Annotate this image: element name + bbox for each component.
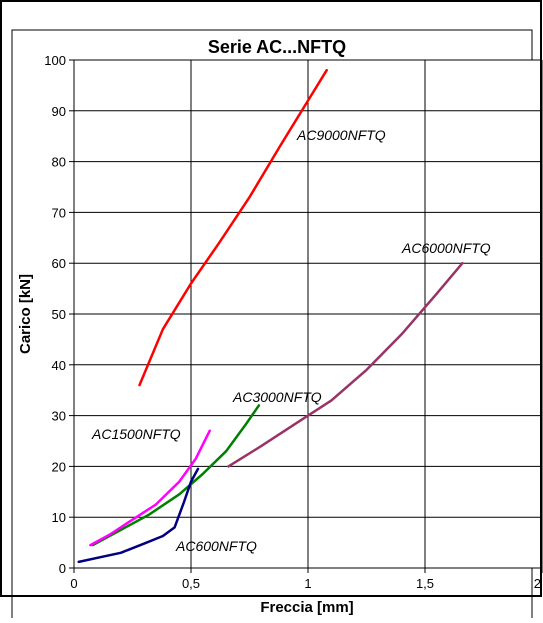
x-tick-label: 1,5: [416, 576, 434, 591]
series-line-ac600nftq: [77, 467, 200, 564]
x-axis-label: Freccia [mm]: [260, 599, 353, 616]
x-tick-label: 2: [534, 576, 541, 591]
y-tick-label: 80: [52, 155, 66, 170]
outer-frame: [0, 0, 542, 597]
label-layer: AC9000NFTQ AC6000NFTQ AC3000NFTQ AC1500NFTQ…: [91, 127, 491, 554]
y-tick-label: 90: [52, 104, 66, 119]
y-tick-label: 100: [44, 53, 66, 68]
series-line-ac1500nftq: [89, 429, 211, 547]
y-tick-label: 20: [52, 459, 66, 474]
x-tick-label: 0: [70, 576, 77, 591]
y-tick-label: 50: [52, 307, 66, 322]
series-line-ac6000nftq: [227, 261, 464, 468]
axis-layer: 0 10 20 30 40 50 60 70 80 90 100 0 0,5 1 1,5 2: [44, 53, 543, 591]
y-tick-label: 30: [52, 409, 66, 424]
series-label-ac6000nftq: AC6000NFTQ: [401, 240, 491, 256]
chart-title: Serie AC...NFTQ: [208, 37, 346, 57]
y-tick-label: 70: [52, 205, 66, 220]
series-line-ac9000nftq: [138, 68, 328, 387]
x-tick-label: 0,5: [182, 576, 200, 591]
x-tick-label: 1: [304, 576, 311, 591]
series-label-ac600nftq: AC600NFTQ: [175, 538, 257, 554]
series-label-ac3000nftq: AC3000NFTQ: [232, 389, 322, 405]
series-layer: [77, 68, 464, 564]
y-tick-label: 10: [52, 510, 66, 525]
y-tick-label: 0: [59, 561, 66, 576]
y-tick-label: 60: [52, 256, 66, 271]
series-label-ac9000nftq: AC9000NFTQ: [296, 127, 386, 143]
y-axis-label: Carico [kN]: [17, 274, 34, 354]
series-label-ac1500nftq: AC1500NFTQ: [91, 426, 181, 442]
y-tick-label: 40: [52, 358, 66, 373]
